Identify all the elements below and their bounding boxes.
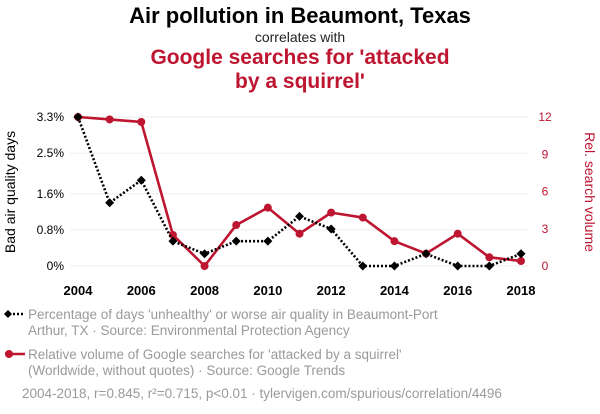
series-searches-point [168, 230, 177, 239]
series-air-quality-point [358, 261, 368, 271]
series-searches-point [263, 203, 272, 212]
series-air-quality-line [76, 116, 522, 268]
legend-text-searches-line1: Relative volume of Google searches for '… [28, 347, 402, 362]
gridlines [70, 116, 529, 267]
left-tick-label: 2.5% [37, 146, 65, 160]
chart-title: Air pollution in Beaumont, Texas [129, 3, 471, 28]
x-tick-label: 2012 [317, 283, 346, 298]
legend-text-searches-line2: (Worldwide, without quotes) · Source: Go… [28, 363, 346, 378]
left-tick-label: 1.6% [37, 187, 65, 201]
legend-marker-solid-circle [5, 350, 25, 358]
series-air-quality-point [326, 224, 336, 234]
series-searches-point [137, 117, 146, 126]
x-tick-label: 2010 [253, 283, 282, 298]
left-tick-label: 0% [47, 259, 65, 273]
series-searches-point [105, 115, 114, 124]
legend-marker-dotted-diamond [4, 310, 25, 318]
series-air-quality-point [484, 261, 494, 271]
series-searches-point [295, 229, 304, 238]
series-air-quality-point [200, 249, 210, 259]
left-tick-label: 0.8% [37, 223, 65, 237]
series-air-quality-point [295, 211, 304, 221]
series-searches-point [390, 237, 399, 246]
series-searches-point [485, 253, 494, 262]
x-tick-label: 2004 [64, 283, 94, 298]
legend-text-air-quality-line1: Percentage of days 'unhealthy' or worse … [28, 307, 438, 322]
x-tick-label: 2006 [127, 283, 156, 298]
right-axis-label: Rel. search volume [582, 132, 598, 252]
left-axis-ticks: 0% 0.8% 1.6% 2.5% 3.3% [37, 110, 65, 273]
chart-title-secondary-line1: Google searches for 'attacked [150, 46, 450, 69]
series-searches-point [453, 229, 462, 238]
series-air-quality-point [389, 261, 399, 271]
footer-stats: 2004-2018, r=0.845, r²=0.715, p<0.01 · t… [22, 386, 502, 401]
series-searches-point [327, 208, 336, 217]
left-tick-label: 3.3% [37, 110, 65, 124]
series-air-quality-point [231, 236, 241, 246]
series-air-quality-point [263, 236, 273, 246]
x-tick-label: 2014 [380, 283, 410, 298]
right-tick-label: 12 [538, 110, 552, 124]
series-searches-line [77, 115, 522, 268]
series-searches-point [517, 257, 525, 266]
x-tick-label: 2008 [190, 283, 219, 298]
legend-text-air-quality-line2: Arthur, TX · Source: Environmental Prote… [28, 323, 350, 338]
series-air-quality-point [453, 261, 463, 271]
x-tick-label: 2016 [443, 283, 472, 298]
x-tick-label: 2018 [507, 283, 536, 298]
series-air-quality-point [73, 112, 83, 122]
left-axis-label: Bad air quality days [2, 131, 18, 253]
series-searches-point [358, 213, 367, 222]
series-air-quality-point [136, 175, 146, 185]
series-searches-point [232, 221, 241, 230]
series-air-quality-point [105, 198, 115, 208]
series-air-quality-point [516, 249, 526, 259]
series-air-quality-point [421, 249, 431, 259]
right-tick-label: 6 [542, 185, 549, 199]
series-group [73, 112, 526, 271]
legend-item-searches: Relative volume of Google searches for '… [4, 347, 600, 379]
x-axis-ticks: 2004 2006 2008 2010 2012 2014 2016 2018 [64, 283, 536, 298]
series-searches-point [200, 262, 209, 270]
chart-subtitle: correlates with [254, 29, 346, 45]
right-tick-label: 9 [542, 147, 549, 161]
chart-title-secondary-line2: by a squirrel' [235, 70, 365, 93]
legend-item-air-quality: Percentage of days 'unhealthy' or worse … [4, 307, 600, 339]
right-tick-label: 0 [542, 259, 549, 273]
right-tick-label: 3 [542, 222, 549, 236]
right-axis-ticks: 0 3 6 9 12 [538, 110, 552, 273]
chart-title-secondary: Google searches for 'attacked by a squir… [0, 46, 600, 94]
series-air-quality-point [168, 236, 178, 246]
